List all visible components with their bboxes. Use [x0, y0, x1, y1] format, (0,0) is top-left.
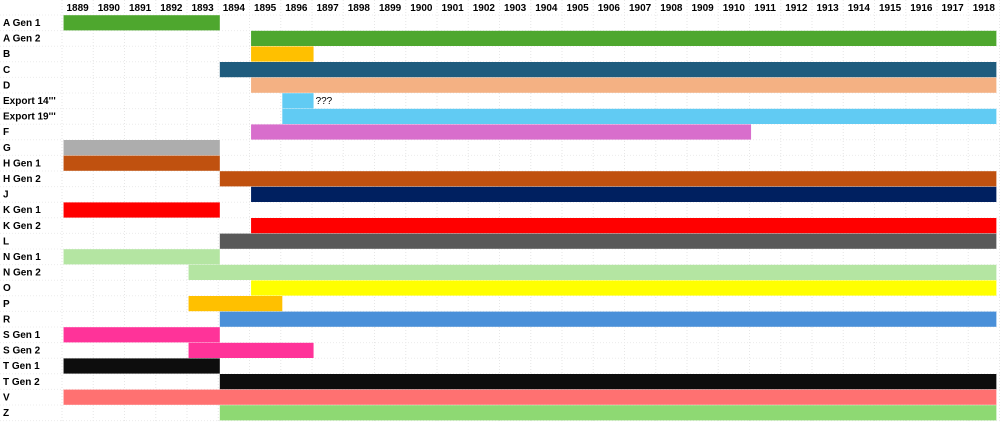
x-axis-ticks: 1889 1890 1891 1892 1893 1894 1895 1896 1897 1898…	[67, 3, 996, 14]
x-tick-label: 1893	[192, 3, 215, 14]
row-label: V	[3, 392, 10, 403]
row-label: Z	[3, 408, 9, 419]
row-label: L	[3, 236, 9, 247]
gantt-bar	[188, 296, 283, 312]
gantt-bar	[219, 62, 997, 78]
row-label: T Gen 1	[3, 361, 40, 372]
gantt-bar	[251, 124, 752, 140]
row-label: S Gen 2	[3, 346, 41, 357]
x-tick-label: 1902	[473, 3, 496, 14]
x-tick-label: 1910	[723, 3, 746, 14]
gantt-bar	[282, 93, 314, 109]
row-label: K Gen 2	[3, 221, 41, 232]
x-tick-label: 1891	[129, 3, 152, 14]
row-label: C	[3, 65, 10, 76]
row-label: R	[3, 314, 11, 325]
row-label: G	[3, 143, 11, 154]
x-tick-label: 1917	[942, 3, 965, 14]
x-tick-label: 1913	[817, 3, 840, 14]
row-label: N Gen 2	[3, 268, 41, 279]
x-tick-label: 1918	[973, 3, 996, 14]
gantt-bar	[251, 77, 997, 93]
row-label: T Gen 2	[3, 377, 40, 388]
gantt-bar	[63, 155, 220, 171]
row-label: Export 19'''	[3, 112, 56, 123]
row-label: A Gen 2	[3, 34, 41, 45]
gantt-bar	[63, 202, 220, 218]
annotations: ???	[316, 96, 333, 107]
x-tick-label: 1905	[567, 3, 590, 14]
gantt-bar	[219, 311, 997, 327]
gantt-bar	[219, 405, 997, 421]
gantt-bar	[188, 342, 314, 358]
gantt-bar	[63, 327, 220, 343]
gantt-bar	[63, 358, 220, 374]
row-label: O	[3, 283, 11, 294]
gantt-bar	[251, 280, 997, 296]
x-tick-label: 1899	[379, 3, 402, 14]
row-label: P	[3, 299, 10, 310]
row-label: F	[3, 127, 9, 138]
x-tick-label: 1909	[692, 3, 715, 14]
row-label: D	[3, 80, 10, 91]
row-label: N Gen 1	[3, 252, 41, 263]
x-tick-label: 1894	[223, 3, 246, 14]
row-label: A Gen 1	[3, 18, 41, 29]
gantt-bar	[251, 30, 997, 46]
gantt-bar	[251, 186, 997, 202]
x-tick-label: 1906	[598, 3, 621, 14]
x-tick-label: 1892	[160, 3, 183, 14]
gantt-bar	[219, 374, 997, 390]
x-tick-label: 1916	[910, 3, 933, 14]
x-tick-label: 1911	[754, 3, 776, 14]
x-tick-label: 1895	[254, 3, 277, 14]
gantt-bar	[63, 389, 997, 405]
gantt-bar	[63, 15, 220, 31]
gantt-bar	[282, 108, 997, 124]
x-tick-label: 1889	[67, 3, 90, 14]
bars	[63, 15, 997, 421]
x-tick-label: 1915	[879, 3, 902, 14]
row-labels: A Gen 1 A Gen 2 BCD Export 14''' Export 19''…	[3, 18, 56, 419]
x-tick-label: 1890	[98, 3, 121, 14]
gantt-bar	[63, 249, 220, 265]
row-label: H Gen 1	[3, 158, 41, 169]
gantt-bar	[251, 218, 997, 234]
gantt-bar	[219, 233, 997, 249]
x-tick-label: 1900	[410, 3, 433, 14]
gantt-bar	[63, 140, 220, 156]
x-tick-label: 1901	[442, 3, 465, 14]
annotation-label: ???	[316, 96, 333, 107]
x-tick-label: 1903	[504, 3, 527, 14]
gantt-bar	[188, 264, 997, 280]
x-tick-label: 1907	[629, 3, 652, 14]
x-tick-label: 1897	[317, 3, 340, 14]
row-label: K Gen 1	[3, 205, 41, 216]
x-tick-label: 1898	[348, 3, 371, 14]
row-label: H Gen 2	[3, 174, 41, 185]
x-tick-label: 1896	[285, 3, 308, 14]
x-tick-label: 1904	[535, 3, 558, 14]
gantt-bar	[219, 171, 997, 187]
row-label: S Gen 1	[3, 330, 41, 341]
gantt-bar	[251, 46, 314, 62]
row-label: B	[3, 49, 10, 60]
x-tick-label: 1912	[785, 3, 808, 14]
x-tick-label: 1914	[848, 3, 871, 14]
row-label: Export 14'''	[3, 96, 56, 107]
x-tick-label: 1908	[660, 3, 683, 14]
row-label: J	[3, 190, 9, 201]
